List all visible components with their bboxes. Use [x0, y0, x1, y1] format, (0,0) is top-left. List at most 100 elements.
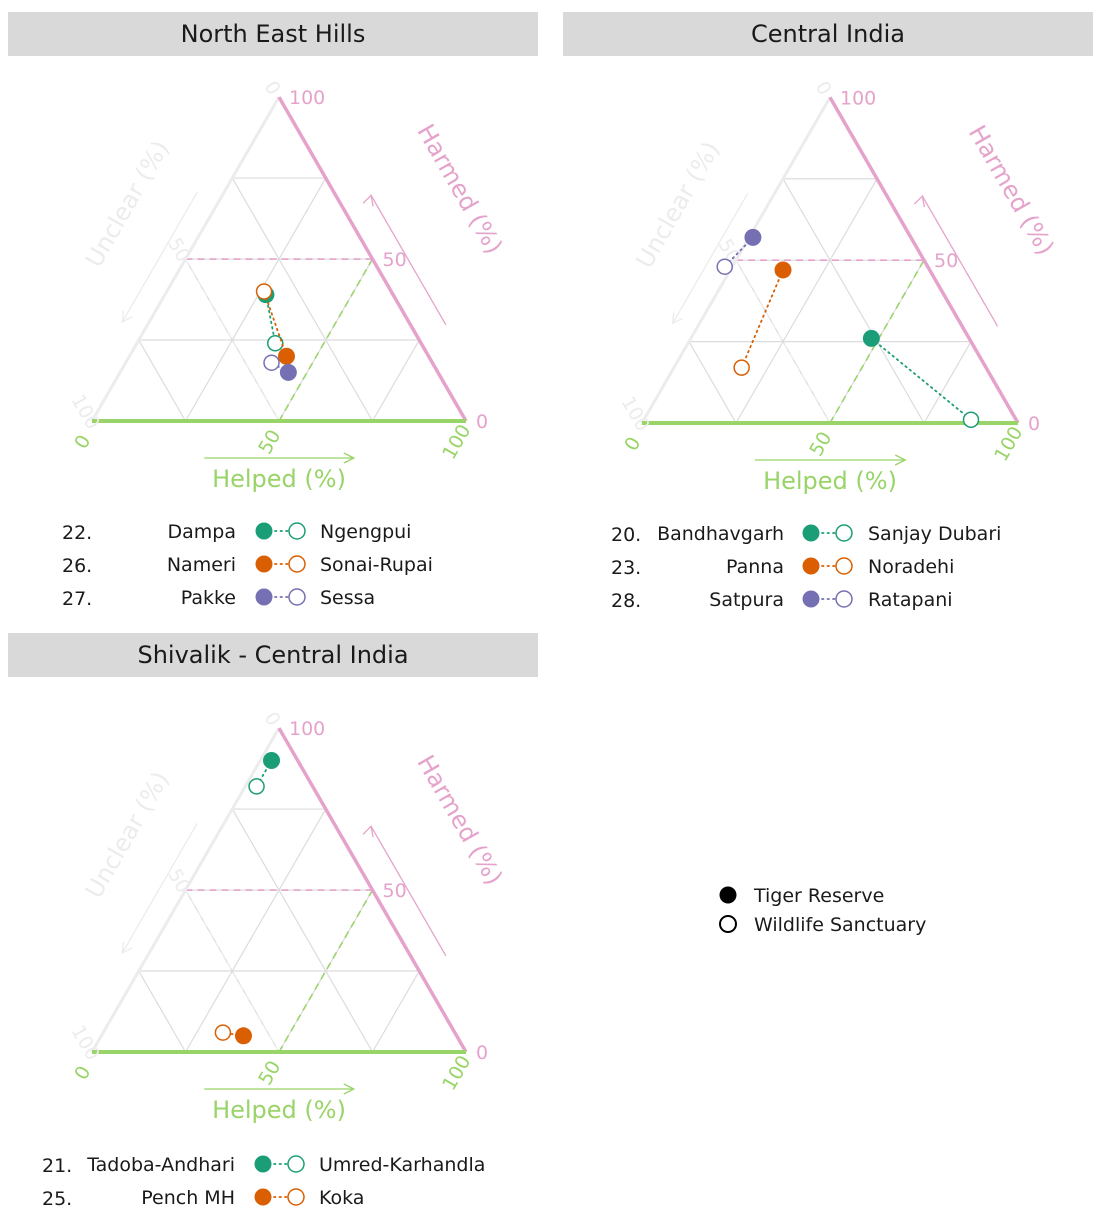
panel1-legend-sanctuary-symbol [288, 588, 306, 606]
panel3-harmed-tick-label: 50 [383, 880, 407, 902]
panel3-legend-reserve-symbol [254, 1188, 272, 1206]
panel2-legend-reserve-symbol [802, 590, 820, 608]
panel3-harmed-axis-title: Harmed (%) [411, 750, 508, 889]
panel1-unclear-arrow-head [121, 310, 133, 323]
panel1-harmed-axis-title: Harmed (%) [411, 119, 508, 258]
panel2-legend-sanctuary-name: Sanjay Dubari [868, 523, 1001, 545]
panel1-unclear-tick-label: 0 [260, 77, 285, 98]
panel2-harmed-arrow-head [913, 194, 926, 208]
panel2-legend-reserve-name: Bandhavgarh [657, 523, 784, 545]
panel1-unclear-arrow [121, 191, 198, 323]
panel3-legend-sanctuary-name: Umred-Karhandla [319, 1154, 485, 1176]
panel1-legend-reserve-symbol [255, 522, 273, 540]
panel1-harmed-tick-label: 0 [476, 411, 488, 433]
panel2-helped-tick-label: 50 [805, 428, 836, 460]
panel1-helped-tick-label: 0 [70, 431, 95, 452]
panel2-grid-line [735, 178, 878, 424]
panel-title-central-india: Central India [563, 12, 1093, 56]
panel3-legend-reserve-name: Tadoba-Andhari [86, 1154, 235, 1176]
panel2-legend-reserve-symbol [802, 557, 820, 575]
panel2-legend-reserve-name: Panna [726, 556, 784, 578]
panel2-legend-sanctuary-symbol [835, 590, 853, 608]
panel2-unclear-arrow [672, 192, 749, 324]
panel2-pair-connector [870, 337, 972, 421]
panel2-helped-50-reference [829, 259, 925, 424]
panel2-grid-line [923, 341, 972, 424]
panel3-unclear-tick-label: 0 [260, 708, 285, 729]
panel1-grid-line [138, 339, 187, 422]
panel3-helped-axis-title: Helped (%) [212, 1096, 346, 1124]
panel3-harmed-tick-label: 100 [289, 718, 325, 740]
panel1-legend-sanctuary-name: Sessa [320, 587, 375, 609]
panel2-grid-line [688, 341, 737, 424]
panel2-sanctuary-point [716, 258, 733, 275]
panel3-sanctuary-point [248, 778, 265, 795]
panel2-legend-number: 28. [611, 590, 641, 612]
legend-tiger-reserve-label: Tiger Reserve [753, 885, 884, 907]
panel3-reserve-point [263, 751, 281, 769]
panel2-harmed-axis [828, 96, 1020, 424]
panel1-unclear-tick-label: 50 [163, 234, 194, 266]
panel2-helped-axis-title: Helped (%) [763, 467, 897, 495]
panel1-harmed-arrow-head [362, 193, 374, 207]
panel-title-north-east-hills: North East Hills [8, 12, 538, 56]
panel2-sanctuary-point [962, 411, 980, 428]
panel3-legend-sanctuary-name: Koka [319, 1187, 364, 1209]
panel2-legend-reserve-name: Satpura [709, 589, 784, 611]
panel1-legend-sanctuary-name: Ngengpui [320, 521, 411, 543]
panel3-legend-reserve-name: Pench MH [141, 1187, 235, 1209]
panel1-grid-line [184, 258, 280, 422]
panel3-sanctuary-point [214, 1024, 232, 1041]
panel3-unclear-tick-label: 100 [67, 1022, 104, 1064]
panel1-legend-reserve-symbol [255, 588, 273, 606]
panel2-legend-sanctuary-symbol [835, 524, 853, 542]
panel2-helped-tick-label: 0 [620, 433, 645, 454]
panel1-sanctuary-point [263, 354, 280, 371]
panel1-grid-line [371, 339, 420, 422]
panel2-harmed-axis-title: Harmed (%) [963, 121, 1060, 260]
panel3-unclear-tick-label: 50 [163, 865, 194, 897]
panel2-pair-connector [740, 269, 784, 369]
panel3-grid-line [138, 970, 187, 1053]
panel3-helped-tick-label: 50 [254, 1057, 285, 1089]
panel3-harmed-tick-label: 0 [476, 1042, 488, 1064]
panel1-harmed-arrow [370, 194, 447, 326]
panel1-helped-tick-label: 100 [438, 421, 475, 463]
panel1-legend-reserve-name: Pakke [181, 587, 236, 609]
panel1-unclear-axis-title: Unclear (%) [80, 136, 175, 272]
panel2-legend-sanctuary-name: Ratapani [868, 589, 953, 611]
panel2-reserve-point [862, 329, 880, 347]
panel2-unclear-50-reference [735, 259, 831, 424]
panel1-helped-tick-label: 50 [254, 426, 285, 458]
panel2-unclear-axis-title: Unclear (%) [630, 137, 725, 273]
panel2-legend-sanctuary-name: Noradehi [868, 556, 954, 578]
panel2-harmed-tick-label: 50 [934, 250, 958, 272]
panel2-grid-line [782, 178, 925, 424]
panel2-legend-number: 20. [611, 524, 641, 546]
panel1-reserve-point [279, 363, 297, 381]
panel1-unclear-tick-label: 100 [67, 391, 104, 433]
panel1-unclear-axis [90, 96, 281, 422]
panel2-unclear-axis [640, 96, 832, 424]
panel2-reserve-point [774, 261, 792, 279]
panel3-legend-number: 21. [42, 1155, 72, 1177]
panel1-harmed-axis [277, 96, 468, 422]
panel3-harmed-arrow [370, 825, 447, 957]
panel3-grid-line [184, 808, 327, 1053]
panel2-unclear-tick-label: 100 [617, 393, 654, 435]
panel3-unclear-axis-title: Unclear (%) [80, 767, 175, 903]
panel1-legend-number: 27. [62, 588, 92, 610]
panel3-legend-number: 25. [42, 1188, 72, 1210]
panel3-harmed-axis [277, 727, 468, 1053]
panel3-unclear-arrow-head [121, 941, 133, 954]
legend-wildlife-sanctuary-label: Wildlife Sanctuary [754, 914, 926, 936]
panel3-helped-arrow-head [343, 1083, 356, 1095]
panel2-helped-arrow-head [894, 454, 907, 466]
panel1-sanctuary-point [267, 335, 284, 352]
panel2-harmed-arrow [921, 195, 999, 327]
panel2-reserve-point [744, 228, 762, 246]
panel1-harmed-tick-label: 50 [383, 249, 407, 271]
panel3-helped-tick-label: 100 [438, 1052, 475, 1094]
panel1-helped-axis-title: Helped (%) [212, 465, 346, 493]
panel1-legend-sanctuary-symbol [288, 522, 306, 540]
